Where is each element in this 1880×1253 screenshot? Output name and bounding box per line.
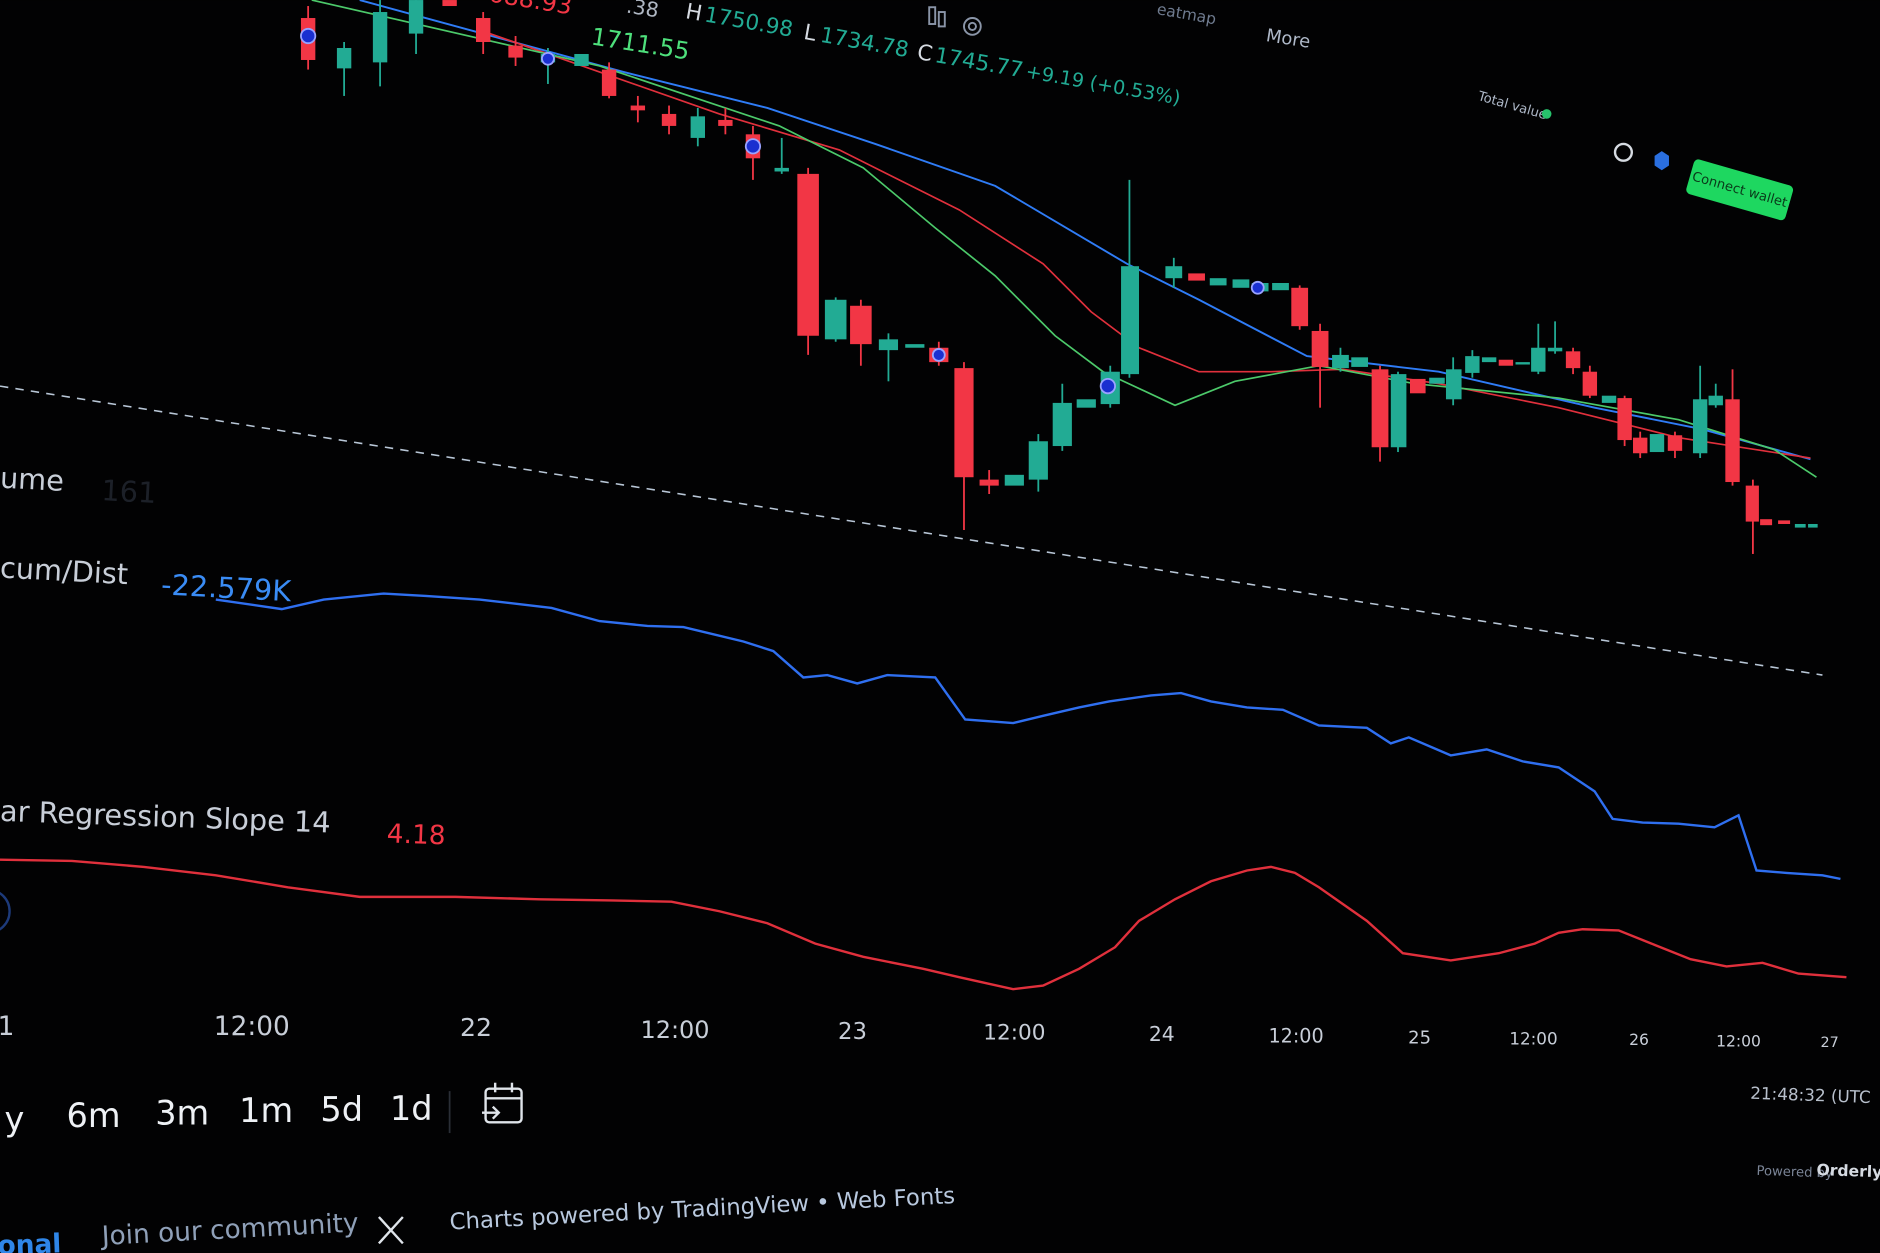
volume-label: ume (0, 461, 65, 498)
timeframe-button[interactable]: 5d (320, 1090, 363, 1129)
time-label: 27 (1820, 1035, 1838, 1051)
timeframes: y 6m 3m 1m 5d 1d (4, 1089, 432, 1139)
timeframe-button[interactable]: 6m (66, 1096, 120, 1135)
ohlc-fragment: .38 (625, 0, 661, 22)
timeframe-button[interactable]: 3m (155, 1094, 209, 1133)
candles (300, 0, 1818, 554)
clock: 21:48:32 (UTC (1750, 1083, 1871, 1107)
ohlc-label: H (684, 0, 704, 27)
time-label: 1 (0, 1012, 14, 1042)
accum-dist-line (215, 592, 1841, 881)
slope-line (0, 858, 1847, 991)
volume-value: 161 (101, 473, 158, 510)
time-label: 12:00 (1509, 1029, 1557, 1049)
time-label: 22 (460, 1013, 492, 1042)
footer-link[interactable]: onal (0, 1229, 62, 1253)
accum-label: cum/Dist (0, 551, 129, 592)
time-label: 26 (1629, 1031, 1649, 1049)
time-label: 23 (838, 1019, 867, 1045)
slope-value: 4.18 (386, 819, 446, 851)
toolbar-icons (928, 6, 982, 36)
time-label: 12:00 (1716, 1032, 1761, 1050)
ma-red (479, 29, 1811, 459)
time-label: 12:00 (214, 1012, 290, 1042)
ma-blue (359, 0, 1811, 461)
ohlc-label: C (915, 40, 934, 67)
timeframe-button[interactable]: y (4, 1100, 24, 1139)
time-label: 25 (1408, 1027, 1431, 1048)
time-label: 24 (1149, 1022, 1175, 1046)
powered-prefix: Powered by (1756, 1164, 1833, 1182)
ohlc-label: L (802, 20, 818, 47)
markers (300, 27, 1265, 395)
time-axis: 1 12:00 22 12:00 23 12:00 24 12:00 25 12:00 26 12:0… (0, 1012, 1839, 1051)
x-icon[interactable] (377, 1216, 404, 1245)
status-dot (1541, 109, 1552, 119)
time-label: 12:00 (983, 1021, 1045, 1046)
calendar-icon[interactable] (481, 1082, 523, 1124)
globe-icon[interactable] (1613, 142, 1634, 162)
time-label: 12:00 (1268, 1025, 1323, 1048)
trend-line (0, 385, 1823, 676)
timeframe-button[interactable]: 1m (239, 1091, 293, 1130)
accum-value: -22.579K (160, 567, 293, 608)
time-label: 12:00 (640, 1016, 709, 1044)
cursor-ring (0, 891, 11, 931)
chain-icon[interactable] (1654, 151, 1669, 171)
powered-brand: Orderly (1816, 1161, 1880, 1181)
timeframe-button[interactable]: 1d (390, 1089, 433, 1128)
